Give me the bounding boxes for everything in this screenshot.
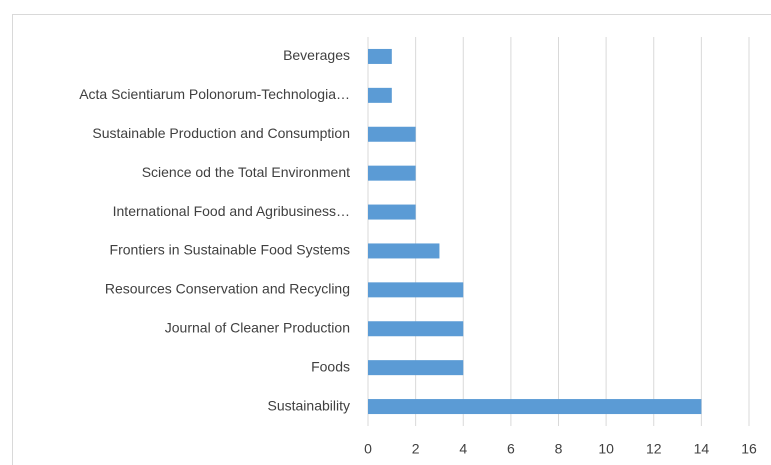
- bar: [368, 282, 464, 298]
- y-tick-label: Resources Conservation and Recycling: [105, 281, 350, 297]
- y-tick-label: Frontiers in Sustainable Food Systems: [110, 242, 350, 258]
- bar: [368, 87, 392, 103]
- bar: [368, 204, 416, 220]
- x-tick-label: 4: [459, 441, 467, 457]
- x-tick-label: 8: [555, 441, 563, 457]
- bar: [368, 243, 440, 259]
- bar: [368, 321, 464, 337]
- y-tick-label: Sustainable Production and Consumption: [92, 125, 350, 141]
- y-tick-label: International Food and Agribusiness…: [113, 203, 350, 219]
- x-tick-label: 10: [598, 441, 614, 457]
- y-tick-label: Acta Scientiarum Polonorum-Technologia…: [79, 86, 350, 102]
- bar: [368, 126, 416, 142]
- y-tick-label: Science od the Total Environment: [142, 164, 350, 180]
- y-tick-label: Sustainability: [268, 397, 351, 413]
- x-tick-label: 0: [364, 441, 372, 457]
- x-tick-label: 16: [741, 441, 757, 457]
- x-tick-label: 6: [507, 441, 515, 457]
- bar: [368, 399, 702, 415]
- y-tick-label: Foods: [311, 358, 350, 374]
- x-tick-label: 12: [646, 441, 662, 457]
- y-tick-label: Beverages: [283, 47, 350, 63]
- x-tick-label: 2: [412, 441, 420, 457]
- y-tick-label: Journal of Cleaner Production: [165, 319, 350, 335]
- bar: [368, 48, 392, 64]
- bar: [368, 360, 464, 376]
- x-tick-label: 14: [694, 441, 710, 457]
- bar: [368, 165, 416, 181]
